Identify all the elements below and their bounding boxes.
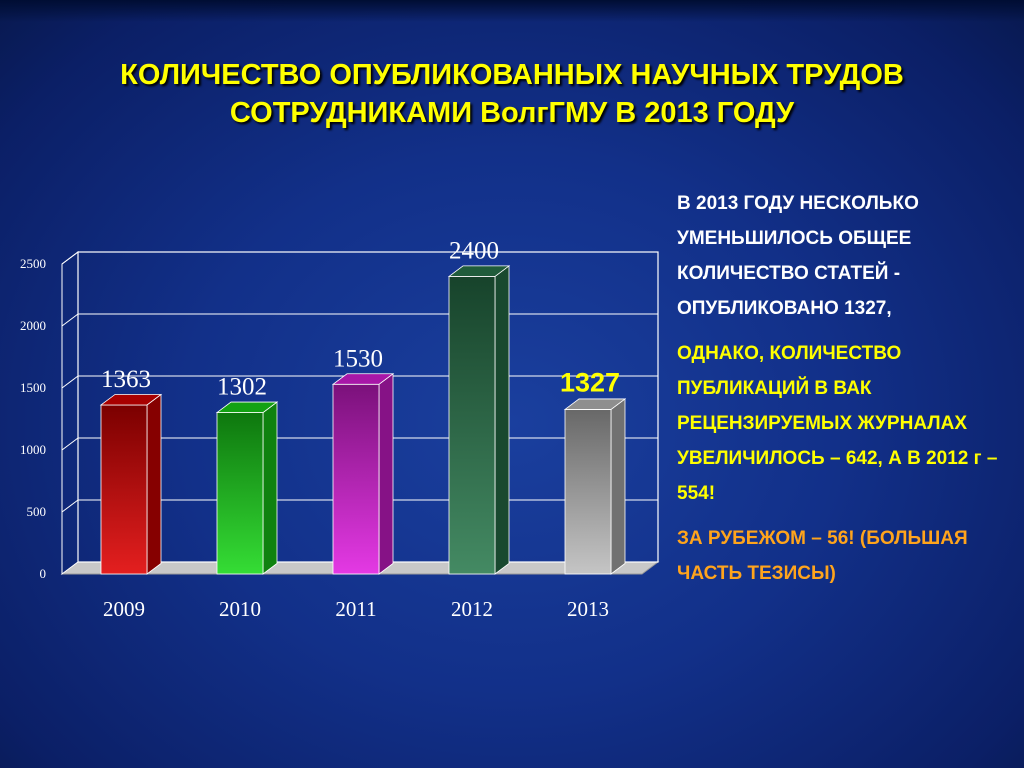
data-label-2009: 1363 [101,366,151,393]
bar-2013 [563,398,627,575]
gridline-side [61,375,79,389]
x-tick-label-2012: 2012 [451,597,493,621]
publications-bar-chart: 0 500 1000 1500 2000 2500 1363 1302 1530 2400 132… [20,237,660,621]
bar-side-face [494,265,510,575]
chart-data-labels: 1363 1302 1530 2400 1327 [101,237,620,400]
y-tick-label: 1500 [20,380,46,395]
bar-top-face [331,373,395,385]
bar-top-face [563,398,627,410]
chart-side-wall [61,251,79,575]
side-commentary: В 2013 ГОДУ НЕСКОЛЬКО УМЕНЬШИЛОСЬ ОБЩЕЕ … [677,186,1007,601]
gridline-side [61,313,79,327]
bar-front-face [332,383,380,575]
title-line-2: СОТРУДНИКАМИ ВолгГМУ В 2013 ГОДУ [229,97,795,129]
x-tick-label-2013: 2013 [567,597,609,621]
bar-front-face [564,409,612,575]
gridline-side [61,437,79,451]
y-tick-label: 2500 [20,256,46,271]
y-tick-label: 1000 [20,442,46,457]
commentary-abroad: ЗА РУБЕЖОМ – 56! (БОЛЬШАЯ ЧАСТЬ ТЕЗИСЫ) [677,528,968,584]
bar-side-face [262,401,278,575]
chart-bars [99,265,627,575]
bar-side-face [610,398,626,575]
bar-front-face [216,412,264,575]
gridline-side [61,499,79,513]
bar-top-face [215,401,279,413]
y-axis-ticks: 0 500 1000 1500 2000 2500 [20,256,46,581]
slide-title: КОЛИЧЕСТВО ОПУБЛИКОВАННЫХ НАУЧНЫХ ТРУДОВ… [20,56,1004,132]
bar-top-face [447,265,511,277]
commentary-total-articles: В 2013 ГОДУ НЕСКОЛЬКО УМЕНЬШИЛОСЬ ОБЩЕЕ … [677,193,919,319]
data-label-2010: 1302 [217,374,267,401]
bar-side-face [146,393,162,575]
x-tick-label-2009: 2009 [103,597,145,621]
bar-2011 [331,372,395,575]
bar-front-face [448,276,496,575]
bar-2010 [215,401,279,575]
title-line-1: КОЛИЧЕСТВО ОПУБЛИКОВАННЫХ НАУЧНЫХ ТРУДОВ [120,59,904,91]
bar-side-face [378,372,394,575]
x-axis-ticks: 2009 2010 2011 2012 2013 [103,597,609,621]
y-tick-label: 500 [27,504,47,519]
x-tick-label-2010: 2010 [219,597,261,621]
bar-front-face [100,404,148,575]
gridline-side [61,251,79,265]
data-label-2011: 1530 [333,345,383,372]
x-tick-label-2011: 2011 [335,597,376,621]
data-label-2012: 2400 [449,237,499,264]
y-tick-label: 2000 [20,318,46,333]
y-tick-label: 0 [40,566,47,581]
data-label-2013: 1327 [560,367,620,397]
top-shadow-bar [0,0,1024,22]
bar-top-face [99,394,163,406]
bar-2009 [99,393,163,575]
bar-2012 [447,265,511,575]
commentary-vak-publications: ОДНАКО, КОЛИЧЕСТВО ПУБЛИКАЦИЙ В ВАК РЕЦЕ… [677,343,998,504]
